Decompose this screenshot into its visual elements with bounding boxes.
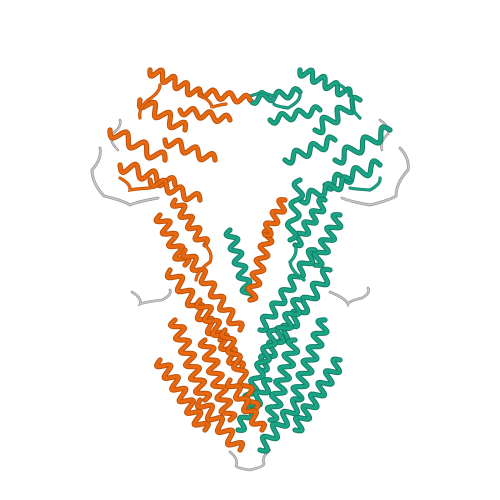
teal-loop-4-core [288,244,305,281]
teal-helix-10 [257,247,318,333]
teal-helix-1 [297,67,353,98]
orange-helix-1 [147,67,203,98]
teal-helix-4 [332,124,393,166]
teal-helix-7 [297,174,353,206]
orange-helix-8 [170,197,210,248]
orange-loop-2-core [119,177,151,192]
gray-loop-regions [90,118,410,472]
teal-helix-14 [264,337,301,423]
orange-helix-7 [147,177,203,203]
teal-chain-ribbon [223,67,393,454]
teal-loop-5-core [249,89,275,97]
teal-helix-17 [257,396,303,454]
orange-helix-2 [197,87,253,105]
gray-loop-right-upper-core [341,147,410,206]
orange-chain-ribbon [107,67,288,453]
teal-loop-1-core [339,84,361,119]
orange-helix-3 [136,97,189,133]
orange-helix-14 [197,337,238,423]
teal-helix-6 [322,158,383,192]
orange-helix-21 [177,106,233,124]
orange-helix-9 [153,212,192,268]
orange-helix-5 [162,137,218,163]
teal-helix-19 [235,377,273,433]
teal-helix-20 [267,104,323,126]
teal-helix-18 [223,227,257,303]
gray-loop-left-mid-core [131,289,172,306]
teal-loop-2-core [349,177,382,192]
teal-helix-9 [311,212,344,268]
teal-loop-3-core [273,94,301,110]
orange-helix-4 [107,127,168,163]
teal-helix-21 [285,177,305,243]
gray-loop-left-upper-core [91,147,159,206]
orange-loop-3-core [199,94,227,109]
orange-helix-13 [168,317,212,403]
gray-loop-right-mid [328,286,371,308]
orange-helix-16 [154,357,211,433]
gray-loop-right-mid-core [329,287,370,306]
orange-helix-20 [225,377,267,433]
orange-helix-18 [245,227,275,303]
gray-loop-bottom-core [229,449,271,471]
orange-loop-1-core [138,84,161,119]
teal-helix-13 [290,317,330,403]
teal-helix-16 [292,356,343,434]
gray-loop-right-top-core [379,119,389,151]
orange-helix-10 [180,247,245,333]
orange-loop-4-core [195,244,212,281]
orange-helix-17 [194,397,246,453]
teal-helix-12 [257,297,303,373]
teal-helix-5 [282,134,338,166]
teal-helix-11 [277,266,333,344]
orange-helix-19 [262,197,288,238]
